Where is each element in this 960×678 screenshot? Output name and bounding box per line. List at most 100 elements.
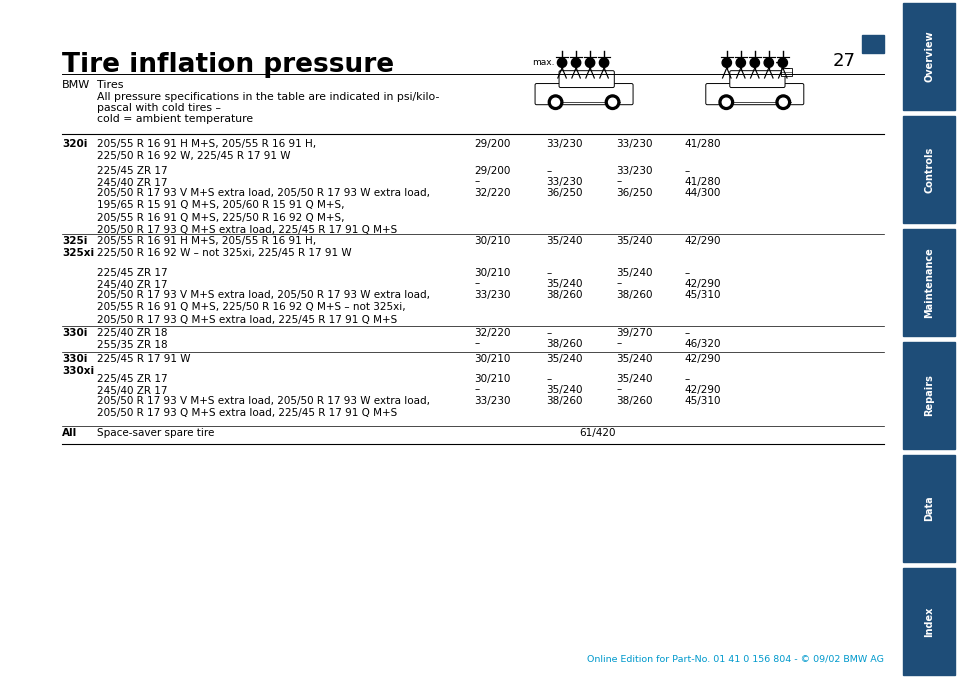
Text: 42/290: 42/290 <box>684 279 721 289</box>
Text: 36/250: 36/250 <box>616 188 653 198</box>
Text: 30/210: 30/210 <box>474 354 511 364</box>
Text: 30/210: 30/210 <box>474 236 511 246</box>
Bar <box>781 68 792 76</box>
Text: 205/50 R 17 93 V M+S extra load, 205/50 R 17 93 W extra load,
195/65 R 15 91 Q M: 205/50 R 17 93 V M+S extra load, 205/50 … <box>97 188 430 235</box>
Text: Data: Data <box>924 496 934 521</box>
Text: 38/260: 38/260 <box>546 290 583 300</box>
Text: 35/240: 35/240 <box>546 279 583 289</box>
Text: 29/200: 29/200 <box>474 166 511 176</box>
Text: 205/50 R 17 93 V M+S extra load, 205/50 R 17 93 W extra load,
205/50 R 17 93 Q M: 205/50 R 17 93 V M+S extra load, 205/50 … <box>97 396 430 418</box>
FancyBboxPatch shape <box>730 71 785 87</box>
Text: –: – <box>616 384 622 395</box>
Text: Controls: Controls <box>924 146 934 193</box>
Text: 33/230: 33/230 <box>474 290 511 300</box>
Bar <box>903 455 955 562</box>
Text: 330i: 330i <box>62 328 87 338</box>
Circle shape <box>548 95 563 109</box>
Text: 36/250: 36/250 <box>546 188 583 198</box>
Circle shape <box>719 95 733 109</box>
Text: max.: max. <box>532 58 555 67</box>
Text: 42/290: 42/290 <box>684 384 721 395</box>
Circle shape <box>764 58 774 67</box>
Text: 32/220: 32/220 <box>474 328 511 338</box>
Text: 41/280: 41/280 <box>684 139 721 149</box>
Text: 44/300: 44/300 <box>684 188 721 198</box>
Text: 225/40 ZR 18
255/35 ZR 18: 225/40 ZR 18 255/35 ZR 18 <box>97 328 168 351</box>
Text: 42/290: 42/290 <box>684 236 721 246</box>
Bar <box>903 116 955 223</box>
Circle shape <box>586 58 595 67</box>
Bar <box>903 228 955 336</box>
Text: 45/310: 45/310 <box>684 290 721 300</box>
Text: 205/55 R 16 91 H M+S, 205/55 R 16 91 H,
225/50 R 16 92 W – not 325xi, 225/45 R 1: 205/55 R 16 91 H M+S, 205/55 R 16 91 H, … <box>97 236 351 258</box>
FancyBboxPatch shape <box>559 71 614 87</box>
FancyBboxPatch shape <box>706 83 804 104</box>
Circle shape <box>779 58 787 67</box>
Text: BMW: BMW <box>62 80 90 90</box>
Text: –: – <box>546 328 552 338</box>
Circle shape <box>736 58 746 67</box>
Text: 38/260: 38/260 <box>546 338 583 348</box>
Text: 225/45 ZR 17
245/40 ZR 17: 225/45 ZR 17 245/40 ZR 17 <box>97 166 168 188</box>
Text: –: – <box>616 279 622 289</box>
Text: –: – <box>474 279 480 289</box>
Text: 35/240: 35/240 <box>616 268 653 278</box>
Text: 45/310: 45/310 <box>684 396 721 406</box>
Text: Index: Index <box>924 606 934 637</box>
Text: 33/230: 33/230 <box>474 396 511 406</box>
Text: –: – <box>546 268 552 278</box>
Circle shape <box>750 58 759 67</box>
Text: –: – <box>474 176 480 186</box>
Bar <box>903 567 955 675</box>
Text: 33/230: 33/230 <box>546 176 583 186</box>
Text: 320i: 320i <box>62 139 87 149</box>
Text: 30/210: 30/210 <box>474 374 511 384</box>
Text: 35/240: 35/240 <box>546 236 583 246</box>
Text: Repairs: Repairs <box>924 374 934 416</box>
Text: –: – <box>616 176 622 186</box>
Text: 42/290: 42/290 <box>684 354 721 364</box>
Text: –: – <box>474 384 480 395</box>
Text: 27: 27 <box>832 52 855 70</box>
Text: –: – <box>616 338 622 348</box>
Text: 225/45 ZR 17
245/40 ZR 17: 225/45 ZR 17 245/40 ZR 17 <box>97 374 168 397</box>
Text: 41/280: 41/280 <box>684 176 721 186</box>
Text: 325i
325xi: 325i 325xi <box>62 236 94 258</box>
Text: Maintenance: Maintenance <box>924 247 934 318</box>
Text: –: – <box>684 268 690 278</box>
Bar <box>903 3 955 111</box>
Circle shape <box>571 58 581 67</box>
Bar <box>903 342 955 450</box>
Text: All: All <box>62 428 77 438</box>
Text: –: – <box>546 374 552 384</box>
Circle shape <box>722 58 732 67</box>
Text: Overview: Overview <box>924 31 934 82</box>
Text: Space-saver spare tire: Space-saver spare tire <box>97 428 214 438</box>
Text: Online Edition for Part-No. 01 41 0 156 804 - © 09/02 BMW AG: Online Edition for Part-No. 01 41 0 156 … <box>587 655 883 664</box>
Text: 225/45 ZR 17
245/40 ZR 17: 225/45 ZR 17 245/40 ZR 17 <box>97 268 168 290</box>
Circle shape <box>780 98 787 106</box>
Text: –: – <box>546 166 552 176</box>
Text: 35/240: 35/240 <box>616 236 653 246</box>
Text: 33/230: 33/230 <box>616 139 653 149</box>
Text: Tires: Tires <box>97 80 124 90</box>
Text: 205/55 R 16 91 H M+S, 205/55 R 16 91 H,
225/50 R 16 92 W, 225/45 R 17 91 W: 205/55 R 16 91 H M+S, 205/55 R 16 91 H, … <box>97 139 316 161</box>
Text: 205/50 R 17 93 V M+S extra load, 205/50 R 17 93 W extra load,
205/55 R 16 91 Q M: 205/50 R 17 93 V M+S extra load, 205/50 … <box>97 290 430 325</box>
Circle shape <box>722 98 731 106</box>
Text: 35/240: 35/240 <box>616 354 653 364</box>
Circle shape <box>606 95 620 109</box>
Text: cold = ambient temperature: cold = ambient temperature <box>97 115 253 125</box>
Text: pascal with cold tires –: pascal with cold tires – <box>97 103 221 113</box>
Text: 61/420: 61/420 <box>579 428 615 438</box>
Text: 33/230: 33/230 <box>616 166 653 176</box>
Text: –: – <box>684 166 690 176</box>
Text: 39/270: 39/270 <box>616 328 653 338</box>
Text: 38/260: 38/260 <box>616 396 653 406</box>
Text: 35/240: 35/240 <box>546 354 583 364</box>
Text: 225/45 R 17 91 W: 225/45 R 17 91 W <box>97 354 190 364</box>
Text: 46/320: 46/320 <box>684 338 721 348</box>
Text: 29/200: 29/200 <box>474 139 511 149</box>
Text: –: – <box>684 374 690 384</box>
FancyBboxPatch shape <box>535 83 633 104</box>
Text: 38/260: 38/260 <box>616 290 653 300</box>
